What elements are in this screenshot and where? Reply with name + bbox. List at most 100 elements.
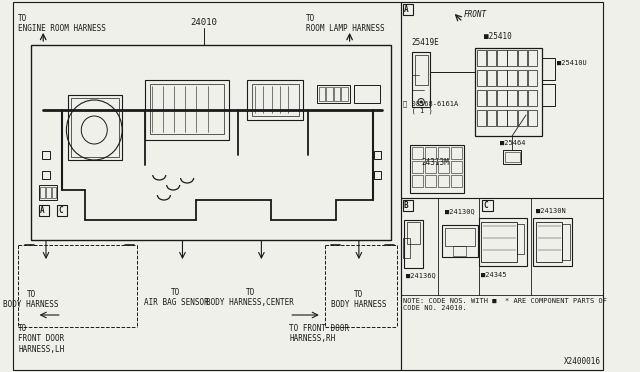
Bar — [46, 187, 51, 198]
Text: TO
BODY HARNESS: TO BODY HARNESS — [331, 290, 387, 310]
Text: ■25410U: ■25410U — [557, 60, 586, 66]
Text: ■24130Q: ■24130Q — [445, 208, 475, 214]
Bar — [319, 87, 326, 101]
Bar — [534, 218, 572, 266]
Bar — [479, 218, 527, 266]
Bar — [497, 110, 506, 126]
Bar — [412, 175, 423, 187]
Bar — [497, 90, 506, 106]
Bar — [487, 50, 496, 66]
Text: NOTE: CODE NOS. WITH ■  * ARE COMPONENT PARTS OF
CODE NO. 24010.: NOTE: CODE NOS. WITH ■ * ARE COMPONENT P… — [403, 298, 607, 311]
Bar — [508, 90, 516, 106]
Bar — [528, 50, 537, 66]
Bar — [487, 110, 496, 126]
Text: ■24136Q: ■24136Q — [406, 272, 436, 278]
Bar — [68, 95, 122, 160]
Bar — [425, 175, 436, 187]
Bar — [505, 152, 520, 162]
Bar — [410, 145, 464, 193]
Bar — [403, 4, 413, 15]
Bar — [355, 85, 380, 103]
Text: TO
FRONT DOOR
HARNESS,LH: TO FRONT DOOR HARNESS,LH — [18, 324, 65, 354]
Text: ■24130N: ■24130N — [536, 208, 566, 214]
Bar — [334, 87, 340, 101]
Bar — [404, 220, 423, 268]
Bar — [562, 224, 570, 260]
Bar — [438, 175, 449, 187]
Bar — [425, 147, 436, 159]
Text: TO
BODY HARNESS: TO BODY HARNESS — [3, 290, 59, 310]
Bar — [401, 2, 603, 370]
Bar — [341, 87, 348, 101]
Bar — [508, 110, 516, 126]
Bar — [528, 90, 537, 106]
Text: ■25464: ■25464 — [500, 140, 525, 146]
Bar — [508, 70, 516, 86]
Text: TO
ROOM LAMP HARNESS: TO ROOM LAMP HARNESS — [306, 14, 385, 33]
Bar — [403, 238, 410, 258]
Bar — [536, 222, 562, 262]
Bar — [442, 225, 477, 257]
Bar — [38, 185, 57, 200]
Text: TO FRONT DOOR
HARNESS,RH: TO FRONT DOOR HARNESS,RH — [289, 324, 349, 343]
Bar — [42, 171, 50, 179]
Bar — [425, 161, 436, 173]
Text: 24010: 24010 — [190, 18, 217, 27]
Bar — [451, 161, 462, 173]
Bar — [477, 70, 486, 86]
Text: C: C — [484, 201, 488, 210]
Bar — [475, 48, 542, 136]
Bar — [518, 50, 527, 66]
Text: B: B — [404, 201, 408, 210]
Bar — [487, 90, 496, 106]
Bar — [483, 200, 493, 211]
Bar — [518, 90, 527, 106]
Bar — [481, 222, 516, 262]
Bar — [518, 110, 527, 126]
Bar — [374, 151, 381, 159]
Bar — [317, 85, 349, 103]
Bar — [31, 45, 392, 240]
Bar — [438, 161, 449, 173]
Bar — [445, 228, 475, 246]
Bar — [477, 50, 486, 66]
Text: FRONT: FRONT — [464, 10, 487, 19]
Bar — [57, 205, 67, 216]
Bar — [518, 70, 527, 86]
Text: TO
BODY HARNESS,CENTER: TO BODY HARNESS,CENTER — [206, 288, 294, 307]
Bar — [477, 90, 486, 106]
Bar — [145, 80, 229, 140]
Bar — [412, 147, 423, 159]
Bar — [150, 84, 224, 134]
Text: C: C — [58, 206, 63, 215]
Circle shape — [420, 100, 422, 103]
Bar — [477, 110, 486, 126]
Bar — [452, 246, 466, 256]
Bar — [497, 50, 506, 66]
Text: ① 08168-6161A
  ( 1 ): ① 08168-6161A ( 1 ) — [403, 100, 458, 114]
Bar — [407, 222, 420, 244]
Bar — [40, 187, 45, 198]
Bar — [42, 151, 50, 159]
Bar — [415, 55, 428, 85]
Bar — [438, 147, 449, 159]
Bar — [487, 70, 496, 86]
Text: ■25410: ■25410 — [484, 32, 512, 41]
Bar — [403, 200, 413, 211]
Bar — [508, 50, 516, 66]
Text: ■24345: ■24345 — [481, 272, 506, 278]
Text: X2400016: X2400016 — [564, 357, 601, 366]
Text: 25419E: 25419E — [412, 38, 440, 47]
Text: 24313M: 24313M — [421, 158, 449, 167]
Bar — [497, 70, 506, 86]
Bar — [451, 175, 462, 187]
Bar — [326, 87, 333, 101]
Text: A: A — [404, 5, 408, 14]
Bar — [516, 224, 524, 254]
Bar — [71, 98, 119, 157]
Text: TO
ENGINE ROOM HARNESS: TO ENGINE ROOM HARNESS — [18, 14, 106, 33]
Bar — [542, 84, 555, 106]
Bar — [13, 2, 401, 370]
Bar — [374, 171, 381, 179]
Bar — [412, 161, 423, 173]
